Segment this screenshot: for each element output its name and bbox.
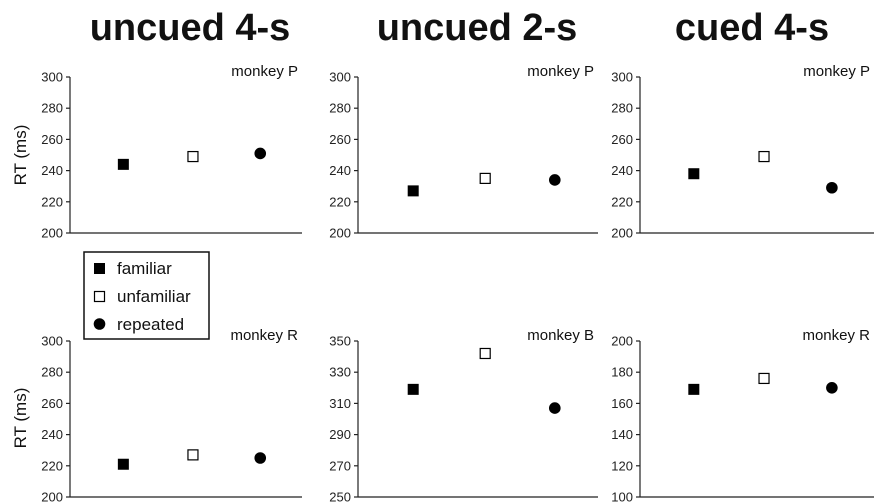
legend-marker-repeated — [93, 318, 106, 330]
y-tick-label: 200 — [41, 226, 63, 241]
y-tick-label: 300 — [611, 70, 633, 85]
y-tick-label: 260 — [329, 132, 351, 147]
data-point-repeated — [549, 174, 561, 186]
panel-label: monkey R — [230, 327, 298, 344]
legend-label-familiar: familiar — [117, 259, 172, 278]
data-point-repeated — [549, 402, 561, 414]
y-tick-label: 260 — [41, 132, 63, 147]
y-tick-label: 240 — [41, 163, 63, 178]
y-tick-label: 220 — [41, 194, 63, 209]
data-point-unfamiliar — [758, 150, 770, 163]
data-point-unfamiliar — [479, 172, 491, 184]
legend: familiar unfamiliar repeated — [83, 251, 210, 340]
y-tick-label: 310 — [329, 396, 351, 411]
panel-2: 200 220 240 260 280 300 monkey P — [329, 63, 598, 241]
data-point-repeated — [826, 181, 838, 194]
y-tick-label: 240 — [41, 427, 63, 442]
y-tick-label: 250 — [329, 490, 351, 504]
panel-label: monkey B — [527, 327, 594, 344]
legend-marker-familiar — [94, 263, 105, 274]
data-point-unfamiliar — [187, 150, 199, 163]
panel-3: 200 220 240 260 280 300 monkey P — [611, 63, 874, 241]
y-tick-label: 200 — [611, 334, 633, 349]
y-tick-label: 240 — [611, 163, 633, 178]
y-tick-label: 220 — [41, 458, 63, 473]
data-point-familiar — [117, 458, 129, 470]
y-axis-label-bottom: RT (ms) — [11, 388, 30, 449]
y-tick-label: 140 — [611, 427, 633, 442]
y-tick-label: 300 — [41, 334, 63, 349]
y-tick-label: 180 — [611, 365, 633, 380]
panel-label: monkey P — [231, 63, 298, 80]
data-point-repeated — [254, 452, 267, 464]
y-tick-label: 330 — [329, 365, 351, 380]
legend-marker-unfamiliar — [93, 290, 106, 303]
y-tick-label: 290 — [329, 427, 351, 442]
data-point-unfamiliar — [187, 449, 199, 461]
y-tick-label: 270 — [329, 458, 351, 473]
y-tick-label: 200 — [41, 490, 63, 504]
panel-label: monkey P — [803, 63, 870, 80]
panel-label: monkey R — [802, 327, 870, 344]
panel-6: 100 120 140 160 180 200 monkey R — [611, 327, 874, 504]
y-tick-label: 300 — [41, 70, 63, 85]
legend-label-unfamiliar: unfamiliar — [117, 287, 191, 306]
y-tick-label: 280 — [41, 101, 63, 116]
data-point-unfamiliar — [758, 372, 770, 385]
panel-label: monkey P — [527, 63, 594, 80]
y-tick-label: 160 — [611, 396, 633, 411]
y-tick-label: 100 — [611, 490, 633, 504]
y-tick-label: 280 — [611, 101, 633, 116]
data-point-repeated — [826, 382, 838, 394]
y-tick-label: 260 — [41, 396, 63, 411]
y-tick-label: 200 — [329, 226, 351, 241]
y-axis-label-top: RT (ms) — [11, 125, 30, 186]
y-tick-label: 260 — [611, 132, 633, 147]
y-tick-label: 280 — [41, 365, 63, 380]
data-point-familiar — [407, 185, 419, 197]
column-title-uncued-2s: uncued 2-s — [377, 7, 578, 49]
data-point-familiar — [688, 383, 700, 395]
data-point-familiar — [688, 168, 700, 180]
y-tick-label: 220 — [611, 194, 633, 209]
column-title-uncued-4s: uncued 4-s — [90, 7, 291, 49]
chart-panels: 200 220 240 260 280 300 monkey P 200 220 240 260 28… — [41, 63, 874, 504]
y-tick-label: 120 — [611, 458, 633, 473]
column-title-cued-4s: cued 4-s — [675, 7, 829, 49]
panel-4: 200 220 240 260 280 300 monkey R — [41, 327, 302, 504]
legend-label-repeated: repeated — [117, 315, 184, 334]
panel-1: 200 220 240 260 280 300 monkey P — [41, 63, 302, 241]
data-point-repeated — [254, 147, 267, 160]
data-point-unfamiliar — [479, 347, 491, 360]
panel-5: 250 270 290 310 330 350 monkey B — [329, 327, 598, 504]
y-tick-label: 300 — [329, 70, 351, 85]
y-tick-label: 350 — [329, 334, 351, 349]
y-tick-label: 220 — [329, 194, 351, 209]
y-tick-label: 240 — [329, 163, 351, 178]
y-tick-label: 200 — [611, 226, 633, 241]
data-point-familiar — [117, 158, 129, 170]
y-tick-label: 280 — [329, 101, 351, 116]
data-point-familiar — [407, 383, 419, 395]
